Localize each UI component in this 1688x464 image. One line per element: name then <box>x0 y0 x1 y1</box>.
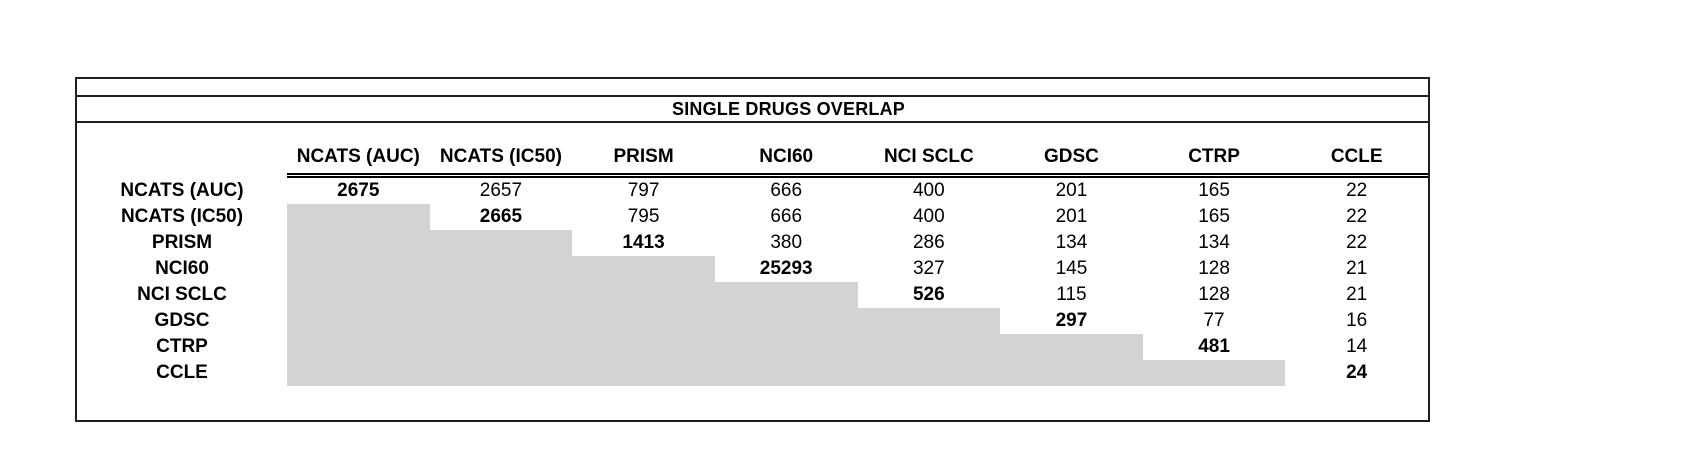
matrix-cell <box>714 282 858 308</box>
matrix-cell <box>1000 360 1143 386</box>
matrix-cell: 795 <box>627 206 660 227</box>
matrix-cell: 666 <box>770 206 803 227</box>
matrix-cell: 201 <box>1055 206 1088 227</box>
matrix-cell: 165 <box>1198 206 1230 227</box>
matrix-cell: 201 <box>1055 180 1088 201</box>
matrix-cell <box>429 308 573 334</box>
matrix-cell: 666 <box>770 180 803 201</box>
col-header-ctrp: CTRP <box>1142 123 1286 178</box>
matrix-cell <box>572 308 715 334</box>
row-header-ctrp: CTRP <box>156 336 208 357</box>
matrix-cell <box>714 334 858 360</box>
table-title-row: SINGLE DRUGS OVERLAP <box>77 97 1428 123</box>
matrix-cell: 24 <box>1346 362 1368 383</box>
matrix-cell: 526 <box>912 284 945 305</box>
col-header-ncats-auc: NCATS (AUC) <box>287 123 430 178</box>
matrix-cell <box>857 308 1001 334</box>
matrix-cell: 128 <box>1198 284 1230 305</box>
matrix-cell <box>287 256 430 282</box>
matrix-cell: 297 <box>1055 310 1088 331</box>
matrix-cell: 21 <box>1346 284 1368 305</box>
overlap-matrix-grid: NCATS (AUC) NCATS (IC50) PRISM NCI60 NCI… <box>77 123 1428 386</box>
matrix-cell: 797 <box>627 180 660 201</box>
matrix-cell <box>572 256 715 282</box>
matrix-cell <box>429 334 573 360</box>
col-header-gdsc: GDSC <box>1000 123 1143 178</box>
matrix-cell: 22 <box>1346 232 1368 253</box>
col-header-nci60: NCI60 <box>714 123 858 178</box>
matrix-cell: 481 <box>1198 336 1230 357</box>
matrix-cell: 22 <box>1346 180 1368 201</box>
matrix-cell <box>714 308 858 334</box>
matrix-cell <box>572 334 715 360</box>
matrix-cell: 77 <box>1203 310 1225 331</box>
matrix-cell: 22 <box>1346 206 1368 227</box>
row-header-ncats-auc: NCATS (AUC) <box>120 180 244 201</box>
row-header-nci-sclc: NCI SCLC <box>137 284 227 305</box>
matrix-cell <box>429 282 573 308</box>
matrix-cell: 25293 <box>759 258 813 279</box>
matrix-cell <box>287 334 430 360</box>
col-header-ncats-ic50: NCATS (IC50) <box>429 123 573 178</box>
matrix-cell <box>857 360 1001 386</box>
matrix-cell <box>287 230 430 256</box>
row-header-prism: PRISM <box>151 232 213 253</box>
matrix-cell: 165 <box>1198 180 1230 201</box>
matrix-cell: 380 <box>770 232 803 253</box>
row-header-ncats-ic50: NCATS (IC50) <box>120 206 244 227</box>
matrix-cell <box>1000 334 1143 360</box>
matrix-cell: 115 <box>1056 284 1087 305</box>
single-drugs-overlap-table: SINGLE DRUGS OVERLAP NCATS (AUC) NCATS (… <box>75 77 1430 422</box>
matrix-cell: 14 <box>1346 336 1368 357</box>
matrix-cell <box>857 334 1001 360</box>
matrix-cell: 2665 <box>479 206 523 227</box>
matrix-cell <box>429 360 573 386</box>
corner-cell <box>77 123 287 178</box>
matrix-cell: 21 <box>1346 258 1368 279</box>
matrix-cell <box>1142 360 1286 386</box>
matrix-cell <box>287 282 430 308</box>
col-header-nci-sclc: NCI SCLC <box>857 123 1001 178</box>
row-header-gdsc: GDSC <box>154 310 210 331</box>
row-header-nci60: NCI60 <box>155 258 209 279</box>
matrix-cell: 400 <box>912 180 945 201</box>
matrix-cell: 16 <box>1346 310 1368 331</box>
matrix-cell: 400 <box>912 206 945 227</box>
matrix-cell <box>287 308 430 334</box>
matrix-cell <box>287 360 430 386</box>
matrix-cell <box>714 360 858 386</box>
table-title: SINGLE DRUGS OVERLAP <box>671 99 906 119</box>
matrix-cell: 134 <box>1055 232 1088 253</box>
matrix-cell <box>429 230 573 256</box>
col-header-prism: PRISM <box>572 123 715 178</box>
matrix-cell <box>287 204 430 230</box>
matrix-cell <box>429 256 573 282</box>
matrix-cell: 145 <box>1055 258 1088 279</box>
table-top-spacer-row <box>77 79 1428 97</box>
matrix-cell <box>572 360 715 386</box>
matrix-cell: 2657 <box>479 180 523 201</box>
matrix-cell: 1413 <box>622 232 665 253</box>
matrix-cell: 327 <box>912 258 945 279</box>
matrix-cell: 134 <box>1198 232 1230 253</box>
col-header-ccle: CCLE <box>1285 123 1428 178</box>
row-header-ccle: CCLE <box>156 362 208 383</box>
matrix-cell: 2675 <box>337 180 380 201</box>
matrix-cell: 128 <box>1198 258 1230 279</box>
matrix-cell <box>572 282 715 308</box>
matrix-cell: 286 <box>912 232 945 253</box>
